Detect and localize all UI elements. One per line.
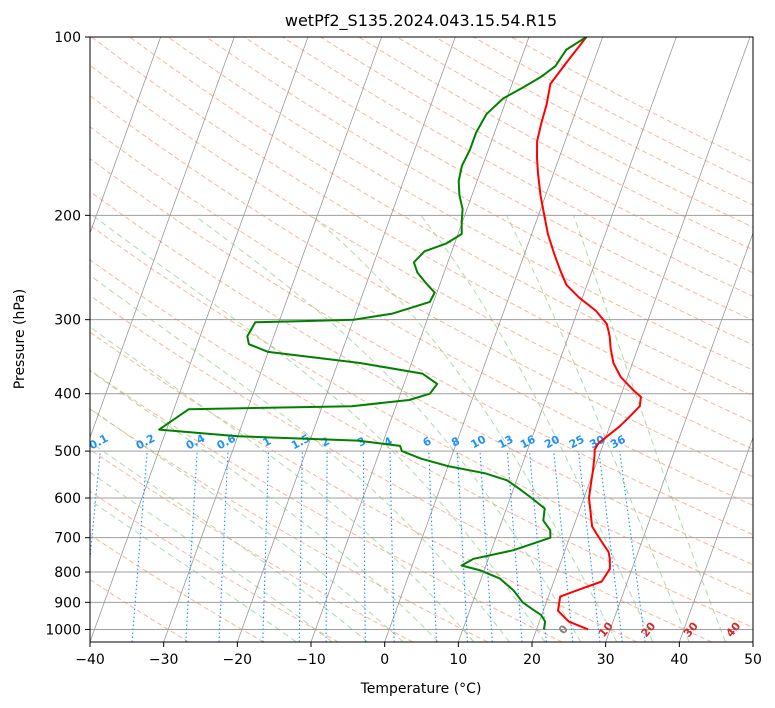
mixing-ratio-label: 30	[587, 433, 607, 452]
mixing-ratio-label: 10	[469, 433, 489, 452]
dry-adiabat	[90, 64, 753, 450]
y-tick-label: 900	[54, 595, 81, 611]
dry-adiabat	[90, 224, 753, 597]
y-tick-label: 1000	[45, 622, 81, 638]
mixing-ratio-label: 36	[608, 433, 628, 452]
x-axis-label: Temperature (°C)	[360, 681, 482, 697]
moist-adiabat	[90, 499, 297, 642]
temperature-profile-line	[536, 37, 642, 631]
moist-adiabat	[90, 471, 333, 642]
y-tick-label: 800	[54, 565, 81, 581]
isotherm	[90, 37, 309, 642]
y-tick-label: 600	[54, 491, 81, 507]
plot-frame	[89, 36, 754, 643]
mixing-ratio-label: 20	[542, 433, 562, 452]
dry-adiabat	[129, 37, 753, 397]
y-tick-label: 300	[54, 313, 81, 329]
y-axis-label: Pressure (hPa)	[12, 289, 28, 389]
moist-adiabat	[90, 407, 404, 642]
dry-adiabat	[90, 534, 264, 642]
x-tick-label: −40	[75, 652, 105, 668]
isotherm	[236, 37, 456, 642]
isotherm	[457, 37, 677, 642]
profile-lines	[158, 37, 642, 631]
chart-title: wetPf2_S135.2024.043.15.54.R15	[285, 11, 557, 31]
x-tick-label: 10	[449, 652, 467, 668]
isotherm	[90, 37, 162, 235]
dry-adiabat	[282, 37, 753, 297]
dry-adiabat	[90, 331, 638, 642]
isotherm	[605, 231, 753, 642]
dry-adiabat	[90, 369, 563, 642]
moist-adiabat	[311, 214, 618, 642]
x-tick-label: 20	[523, 652, 541, 668]
mixing-ratio-label: 16	[518, 433, 538, 452]
dry-adiabat	[91, 37, 753, 423]
isotherm	[163, 37, 383, 642]
moist-adiabat	[506, 215, 690, 642]
isotherm	[678, 436, 753, 642]
isotherm	[384, 37, 604, 642]
isotherm	[310, 37, 530, 642]
y-tick-label: 500	[54, 444, 81, 460]
moist-adiabat	[90, 370, 439, 642]
x-axis-ticks: −40 −30 −20 −10 0 10 20 30 40 50	[75, 642, 762, 668]
moist-adiabat	[193, 214, 582, 642]
x-tick-label: 30	[597, 652, 615, 668]
isotherm	[90, 37, 235, 439]
x-tick-label: −30	[149, 652, 179, 668]
moist-adiabat	[90, 441, 369, 642]
x-tick-label: −20	[223, 652, 253, 668]
dry-adiabat	[90, 126, 753, 506]
dry-adiabat	[90, 448, 414, 642]
dry-adiabat	[90, 158, 753, 536]
dry-adiabat	[90, 294, 712, 642]
x-tick-label: 40	[670, 652, 688, 668]
x-tick-label: 0	[380, 652, 389, 668]
dewpoint-profile-line	[158, 37, 587, 630]
moist-adiabat	[90, 274, 510, 642]
y-tick-label: 700	[54, 531, 81, 547]
y-tick-label: 100	[54, 30, 81, 46]
moist-adiabat	[573, 215, 727, 642]
mixing-ratio-line	[619, 451, 646, 642]
mixing-ratio-line	[577, 451, 601, 642]
x-tick-label: 50	[744, 652, 762, 668]
y-tick-label: 200	[54, 208, 81, 224]
moist-adiabat	[92, 214, 546, 642]
mixing-ratio-label: 25	[567, 433, 587, 452]
dry-adiabat	[90, 408, 488, 642]
isotherm	[531, 37, 751, 642]
mixing-ratio-label: 13	[496, 433, 516, 452]
moist-adiabat	[420, 214, 654, 642]
reference-lines	[90, 37, 753, 642]
x-tick-label: −10	[296, 652, 326, 668]
y-axis-ticks: 100 200 300 400 500 600 700 800 900 1000	[45, 30, 90, 638]
mixing-ratio-line	[598, 451, 623, 642]
y-tick-label: 400	[54, 387, 81, 403]
dry-adiabat	[90, 259, 753, 629]
